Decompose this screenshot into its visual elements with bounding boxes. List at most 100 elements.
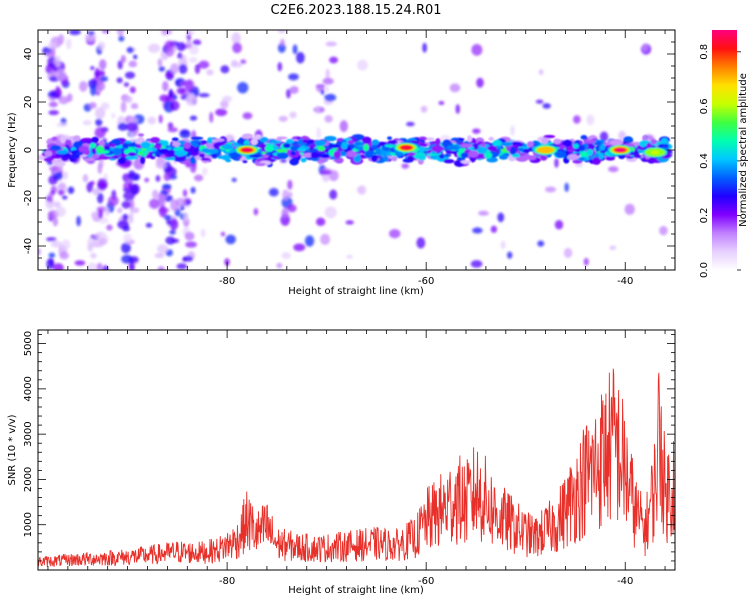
heatmap-cell [563, 139, 573, 147]
heatmap-cell [578, 157, 586, 162]
heatmap-cell [425, 137, 435, 141]
heatmap-cell [232, 42, 242, 54]
heatmap-cell [157, 244, 169, 254]
heatmap-cell [325, 68, 330, 80]
heatmap-cell [145, 222, 153, 228]
heatmap-cell [56, 150, 69, 155]
heatmap-cell [310, 151, 320, 159]
heatmap-cell [123, 82, 130, 87]
heatmap-cell [126, 143, 138, 148]
heatmap-cell [192, 39, 202, 46]
heatmap-cell [73, 141, 83, 148]
heatmap-cell [554, 157, 559, 168]
y-tick-label: 5000 [23, 331, 34, 356]
heatmap-cell [59, 251, 70, 260]
heatmap-cell [120, 55, 126, 64]
heatmap-cell [276, 152, 289, 160]
heatmap-cell [288, 73, 299, 81]
heatmap-cell [314, 140, 327, 146]
heatmap-cell [48, 166, 59, 171]
heatmap-cell [65, 38, 72, 50]
heatmap-cell [446, 144, 459, 150]
heatmap-cell [580, 135, 588, 140]
heatmap-cell [317, 145, 326, 152]
heatmap-cell [86, 181, 94, 193]
heatmap-cell [157, 266, 165, 270]
heatmap-cell [161, 30, 173, 35]
heatmap-cell [186, 39, 192, 48]
heatmap-cell [293, 243, 306, 252]
heatmap-cell [248, 154, 262, 158]
heatmap-cell [564, 182, 569, 193]
heatmap-cell [189, 45, 199, 55]
heatmap-cell [257, 162, 266, 167]
heatmap-cell [90, 252, 97, 259]
heatmap-cell [315, 105, 320, 114]
heatmap-cell [449, 83, 461, 93]
heatmap-cell [282, 189, 290, 200]
heatmap-cell [157, 192, 165, 202]
heatmap-cell [201, 167, 208, 176]
heatmap-cell [58, 182, 67, 190]
heatmap-cell [128, 60, 138, 68]
heatmap-cell [316, 127, 321, 139]
heatmap-cell [48, 110, 60, 116]
heatmap-cell [477, 146, 487, 154]
heatmap-cell [276, 262, 283, 269]
heatmap-cell [194, 63, 201, 74]
heatmap-cell [438, 100, 445, 105]
heatmap-cell [178, 63, 188, 75]
y-tick-label: 2000 [23, 467, 34, 492]
heatmap-cell [286, 88, 291, 99]
heatmap-cell [122, 213, 129, 221]
y-tick-label: 0 [23, 147, 34, 153]
heatmap-cell [182, 189, 188, 198]
heatmap-cell [470, 260, 483, 268]
heatmap-cell [329, 189, 338, 200]
heatmap-cell [302, 152, 314, 158]
heatmap-cell [599, 131, 609, 142]
colorbar-tick-label: 0.8 [699, 44, 710, 60]
heatmap-cell [325, 41, 338, 47]
heatmap-cell [288, 191, 293, 198]
colorbar-label: Normalized spectral amplitude [738, 73, 749, 227]
heatmap-cell [52, 263, 64, 270]
heatmap-cell [43, 157, 54, 162]
heatmap-cell [460, 143, 473, 148]
heatmap-cell [555, 150, 567, 159]
heatmap-cell [659, 225, 668, 236]
heatmap-cell [488, 136, 494, 141]
heatmap-cell [126, 122, 139, 132]
heatmap-cell [62, 195, 68, 200]
heatmap-cell [220, 65, 230, 74]
heatmap-cell [222, 143, 234, 150]
heatmap-cell [328, 149, 335, 157]
heatmap-cell [165, 72, 174, 78]
heatmap-cell [52, 216, 58, 227]
heatmap-cell [341, 141, 348, 150]
heatmap-cell [163, 172, 171, 181]
heatmap-cell [347, 139, 355, 145]
heatmap-cell [443, 159, 455, 164]
heatmap-cell [159, 94, 170, 102]
heatmap-cell [170, 63, 179, 75]
heatmap-cell [583, 257, 589, 266]
heatmap-cell [162, 81, 169, 92]
heatmap-cell [89, 142, 97, 149]
heatmap-cell [65, 139, 72, 145]
heatmap-cell [598, 152, 604, 160]
heatmap-cell [183, 142, 191, 149]
heatmap-cell [87, 31, 95, 36]
heatmap-cell [207, 137, 213, 144]
heatmap-cell [527, 155, 537, 161]
heatmap-cell [333, 150, 342, 159]
heatmap-cell [126, 46, 134, 54]
heatmap-cell [97, 181, 107, 190]
y-tick-label: 20 [23, 96, 34, 109]
x-tick-label: -60 [418, 276, 434, 287]
heatmap-cell [48, 191, 53, 204]
heatmap-cell [79, 80, 88, 92]
heatmap-cell [357, 59, 368, 71]
heatmap-cell [155, 160, 167, 169]
heatmap-cell [121, 200, 131, 209]
